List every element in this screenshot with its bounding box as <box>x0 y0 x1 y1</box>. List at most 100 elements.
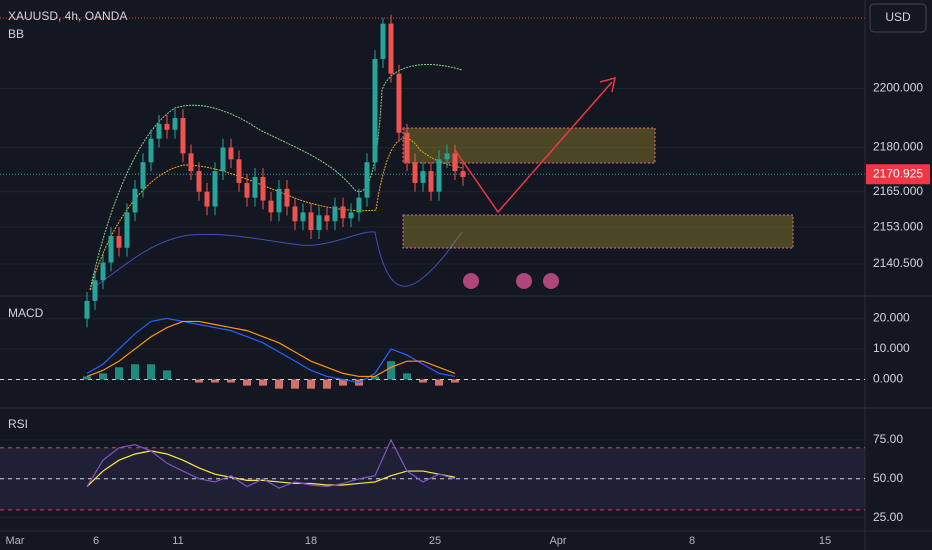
last-price-badge <box>866 164 930 185</box>
macd-histogram-bar <box>339 379 347 386</box>
macd-histogram-bar <box>115 367 123 380</box>
x-tick-label: 8 <box>689 535 695 547</box>
currency-label: USD <box>885 10 911 24</box>
candle-body <box>260 177 266 201</box>
x-tick-label: 11 <box>172 535 183 547</box>
candle-body <box>420 171 426 183</box>
candle-body <box>292 206 298 222</box>
candle-body <box>220 147 226 172</box>
rsi-signal <box>86 450 456 487</box>
candle-body <box>228 147 234 160</box>
candle-body <box>364 162 370 198</box>
demand-zone <box>402 214 794 249</box>
macd-histogram-bar <box>323 379 331 389</box>
macd-histogram-bar <box>243 379 251 386</box>
candle-body <box>340 206 346 219</box>
candle-body <box>116 236 122 248</box>
candle-body <box>436 159 442 192</box>
candle-body <box>428 171 434 192</box>
candle-body <box>276 188 282 213</box>
y-tick-label: 50.00 <box>873 471 903 485</box>
candle-body <box>268 200 274 213</box>
candle-body <box>156 123 162 139</box>
candle-body <box>252 177 258 198</box>
macd-histogram-bar <box>435 379 443 386</box>
candle-body <box>100 262 106 281</box>
candle-body <box>372 59 378 163</box>
y-tick-label: 75.00 <box>873 432 903 446</box>
candle-body <box>236 159 242 183</box>
candle-body <box>244 182 250 198</box>
y-tick-label: 2140.500 <box>873 256 923 270</box>
macd-title: MACD <box>8 306 44 320</box>
symbol-title: XAUUSD, 4h, OANDA <box>8 9 127 23</box>
y-tick-label: 20.000 <box>873 311 910 325</box>
candle-body <box>188 153 194 172</box>
macd-histogram-bar <box>131 364 139 380</box>
macd-histogram-bar <box>275 379 283 389</box>
event-icon[interactable] <box>516 273 532 289</box>
event-icon[interactable] <box>463 273 479 289</box>
candle-body <box>132 188 138 213</box>
candle-body <box>324 215 330 222</box>
macd-histogram-bar <box>307 379 315 389</box>
macd-histogram-bar <box>259 379 267 386</box>
y-tick-label: 2165.000 <box>873 184 923 198</box>
x-tick-label: 15 <box>819 535 831 547</box>
projection-arrow <box>454 81 613 214</box>
candle-body <box>284 188 290 207</box>
y-tick-label: 25.00 <box>873 510 903 524</box>
bollinger-basis <box>89 137 463 291</box>
rsi-line <box>86 438 456 489</box>
rsi-title: RSI <box>8 417 28 431</box>
macd-histogram-bar <box>83 376 91 380</box>
x-tick-label: 25 <box>429 535 441 547</box>
candle-body <box>452 153 458 172</box>
macd-histogram-bar <box>163 370 171 380</box>
candle-body <box>396 73 402 133</box>
y-tick-label: 2200.000 <box>873 81 923 95</box>
macd-signal <box>86 320 456 378</box>
bollinger-upper <box>89 64 463 291</box>
candle-body <box>180 118 186 154</box>
y-tick-label: 2180.000 <box>873 140 923 154</box>
supply-zone <box>402 127 656 164</box>
macd-histogram-bar <box>291 379 299 389</box>
macd-histogram-bar <box>451 379 459 383</box>
candle-body <box>404 132 410 163</box>
y-tick-label: 10.000 <box>873 341 910 355</box>
candle-body <box>108 236 114 263</box>
currency-button[interactable] <box>869 3 927 33</box>
macd-histogram-bar <box>195 379 203 383</box>
macd-line <box>86 317 456 384</box>
arrow-head <box>599 76 616 93</box>
candle-body <box>172 118 178 130</box>
candle-body <box>140 162 146 189</box>
candle-body <box>356 197 362 213</box>
candle-body <box>316 215 322 231</box>
x-tick-label: Apr <box>549 535 566 547</box>
x-tick-label: Mar <box>6 535 25 547</box>
candle-body <box>444 153 450 160</box>
candle-body <box>308 212 314 231</box>
macd-histogram-bar <box>371 376 379 380</box>
candle-body <box>92 280 98 301</box>
macd-histogram-bar <box>211 379 219 383</box>
candle-body <box>212 171 218 207</box>
y-tick-label: 0.000 <box>873 372 903 386</box>
x-tick-label: 6 <box>93 535 99 547</box>
candle-body <box>204 191 210 207</box>
candle-body <box>332 206 338 222</box>
macd-histogram-bar <box>99 373 107 380</box>
y-tick-label: 2153.000 <box>873 219 923 233</box>
candle-body <box>196 171 202 192</box>
macd-histogram-bar <box>387 361 395 380</box>
candle-body <box>348 212 354 219</box>
candle-body <box>412 162 418 183</box>
event-icon[interactable] <box>543 273 559 289</box>
bollinger-lower <box>89 231 463 291</box>
candle-body <box>164 123 170 130</box>
last-price-label: 2170.925 <box>873 166 923 180</box>
candle-body <box>388 23 394 74</box>
